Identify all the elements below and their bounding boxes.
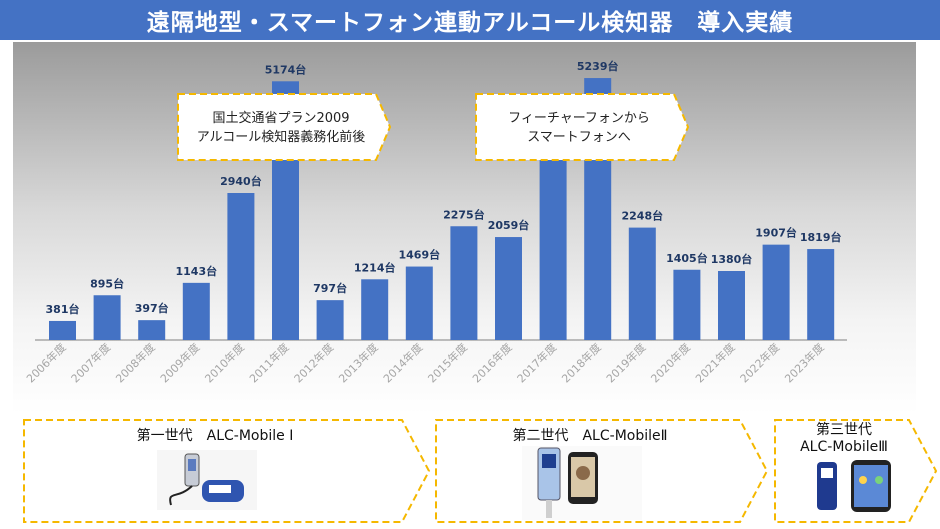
x-tick-label: 2017年度: [514, 340, 559, 385]
alc-mobile-1-device-icon: [157, 450, 257, 510]
generation-3-banner: 第三世代 ALC-MobileⅢ: [773, 418, 939, 525]
alc-mobile-3-device-icon: [817, 460, 891, 512]
data-label: 1819台: [800, 230, 842, 244]
data-label: 1469台: [398, 248, 440, 262]
generation-1-banner: 第一世代 ALC-Mobile Ⅰ: [22, 418, 432, 525]
x-tick-label: 2009年度: [157, 340, 202, 385]
data-label: 2275台: [443, 207, 485, 221]
generation-2-label: 第二世代 ALC-MobileⅡ: [512, 428, 668, 444]
generation-2-banner: 第二世代 ALC-MobileⅡ: [434, 418, 770, 525]
data-label: 1143台: [175, 264, 217, 278]
x-tick-label: 2007年度: [68, 340, 113, 385]
data-label: 1380台: [711, 252, 753, 266]
annotation-text: スマートフォンへ: [527, 130, 631, 145]
x-tick-label: 2011年度: [246, 340, 291, 385]
x-tick-label: 2019年度: [603, 340, 648, 385]
x-tick-label: 2008年度: [113, 340, 158, 385]
bar: [718, 271, 745, 340]
page-title: 遠隔地型・スマートフォン連動アルコール検知器 導入実績: [0, 0, 940, 40]
data-label: 1907台: [755, 226, 797, 240]
bar: [182, 282, 210, 340]
alc-mobile-2-device-icon: [522, 446, 642, 520]
bar: [762, 244, 790, 340]
x-tick-label: 2021年度: [692, 340, 737, 385]
generation-3-label: 第三世代 ALC-MobileⅢ: [800, 422, 888, 455]
bar: [138, 320, 166, 340]
data-label: 797台: [313, 281, 347, 295]
bar: [316, 300, 344, 340]
x-tick-label: 2012年度: [291, 340, 336, 385]
x-tick-label: 2018年度: [559, 340, 604, 385]
bar: [673, 269, 701, 340]
data-label: 397台: [135, 301, 169, 315]
data-label: 5239台: [577, 59, 619, 73]
annotation-text: フィーチャーフォンから: [508, 111, 650, 126]
bar: [361, 279, 389, 340]
x-tick-label: 2014年度: [380, 340, 425, 385]
x-tick-label: 2016年度: [469, 340, 514, 385]
x-tick-label: 2006年度: [23, 340, 68, 385]
data-label: 895台: [90, 276, 124, 290]
x-tick-label: 2020年度: [648, 340, 693, 385]
data-label: 1214台: [354, 260, 396, 274]
bar: [227, 193, 255, 340]
data-label: 2940台: [220, 174, 262, 188]
data-label: 2248台: [621, 209, 663, 223]
annotation-text: アルコール検知器義務化前後: [197, 129, 366, 145]
bar-chart: 381台 2006年度 895台 2007年度 397台 2008年度 1143台 2009年…: [23, 59, 847, 385]
x-tick-label: 2013年度: [336, 340, 381, 385]
bar: [807, 249, 835, 340]
bar: [628, 227, 656, 340]
x-tick-label: 2022年度: [737, 340, 782, 385]
data-label: 2059台: [488, 218, 530, 232]
bar: [495, 237, 522, 340]
data-label: 381台: [46, 302, 80, 316]
bar: [49, 320, 76, 340]
data-label: 1405台: [666, 251, 708, 265]
x-tick-label: 2010年度: [202, 340, 247, 385]
bar: [450, 226, 478, 340]
x-tick-label: 2015年度: [425, 340, 470, 385]
generation-1-label: 第一世代 ALC-Mobile Ⅰ: [136, 428, 294, 444]
bar: [93, 295, 121, 340]
x-tick-label: 2023年度: [782, 340, 827, 385]
annotation-text: 国土交通省プラン2009: [212, 110, 349, 126]
annotation-callout: 国土交通省プラン2009 アルコール検知器義務化前後: [177, 93, 392, 161]
data-label: 5174台: [265, 62, 307, 76]
bar: [405, 266, 433, 340]
